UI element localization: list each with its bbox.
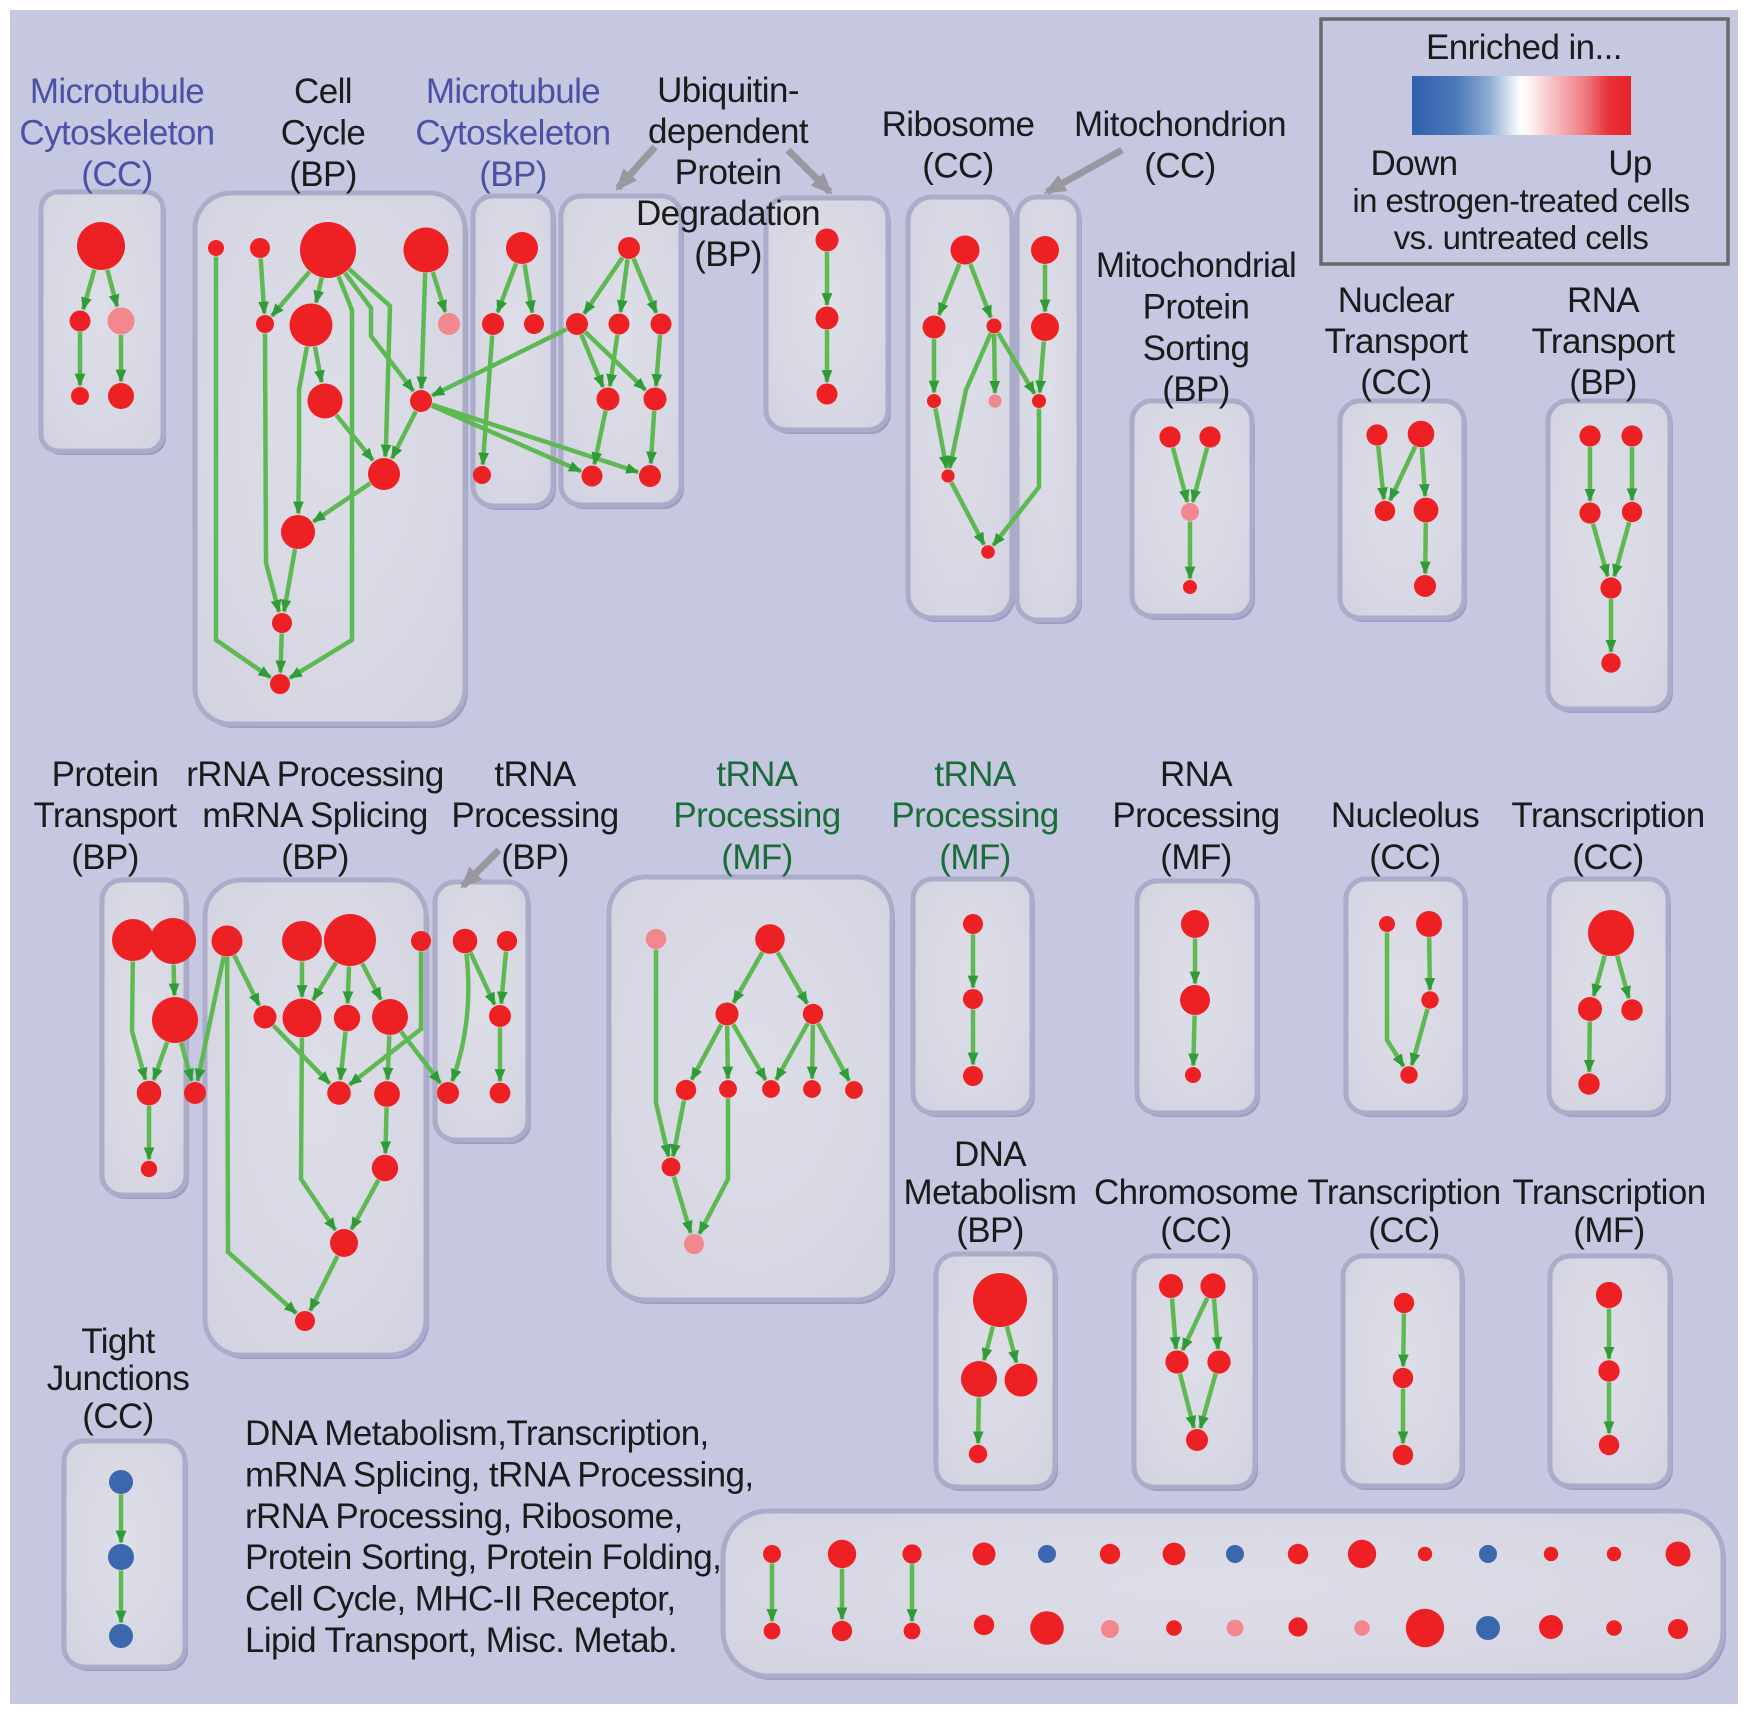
svg-text:DNA Metabolism,Transcription,: DNA Metabolism,Transcription, [245, 1414, 709, 1453]
svg-text:(CC): (CC) [82, 1397, 153, 1436]
svg-text:tRNA: tRNA [934, 755, 1016, 794]
svg-text:Nucleolus: Nucleolus [1331, 796, 1479, 835]
svg-text:RNA: RNA [1160, 755, 1233, 794]
svg-text:Junctions: Junctions [47, 1359, 190, 1398]
svg-text:Transport: Transport [33, 796, 177, 835]
svg-text:Lipid Transport, Misc. Metab.: Lipid Transport, Misc. Metab. [245, 1621, 677, 1660]
svg-text:Chromosome: Chromosome [1094, 1173, 1298, 1212]
svg-text:rRNA Processing: rRNA Processing [186, 755, 443, 794]
svg-text:(CC): (CC) [1369, 838, 1440, 877]
svg-text:(CC): (CC) [1368, 1211, 1439, 1250]
svg-text:Processing: Processing [891, 796, 1058, 835]
svg-text:Protein Sorting, Protein Foldi: Protein Sorting, Protein Folding, [245, 1538, 721, 1577]
svg-text:(MF): (MF) [721, 838, 792, 877]
svg-text:Transport: Transport [1531, 322, 1675, 361]
svg-text:Mitochondrial: Mitochondrial [1096, 246, 1296, 285]
svg-text:Cell Cycle, MHC-II Receptor,: Cell Cycle, MHC-II Receptor, [245, 1580, 676, 1619]
svg-text:vs. untreated cells: vs. untreated cells [1394, 219, 1649, 256]
svg-text:Ribosome: Ribosome [882, 105, 1035, 144]
svg-text:Processing: Processing [673, 796, 840, 835]
svg-text:Processing: Processing [451, 796, 618, 835]
svg-text:(BP): (BP) [1569, 363, 1637, 402]
svg-text:Processing: Processing [1112, 796, 1279, 835]
svg-text:rRNA Processing, Ribosome,: rRNA Processing, Ribosome, [245, 1497, 683, 1536]
svg-text:(BP): (BP) [501, 838, 569, 877]
svg-text:(CC): (CC) [1572, 838, 1643, 877]
svg-text:Transcription: Transcription [1307, 1173, 1500, 1212]
svg-text:Mitochondrion: Mitochondrion [1074, 105, 1286, 144]
svg-text:Microtubule: Microtubule [30, 72, 204, 111]
svg-text:(BP): (BP) [956, 1211, 1024, 1250]
svg-text:(CC): (CC) [922, 147, 993, 186]
svg-text:(CC): (CC) [1160, 1211, 1231, 1250]
svg-text:Enriched in...: Enriched in... [1426, 28, 1622, 67]
svg-text:Transcription: Transcription [1511, 796, 1704, 835]
svg-text:Metabolism: Metabolism [904, 1173, 1077, 1212]
svg-text:(BP): (BP) [1162, 370, 1230, 409]
svg-text:in estrogen-treated cells: in estrogen-treated cells [1352, 182, 1689, 219]
svg-text:tRNA: tRNA [716, 755, 798, 794]
svg-text:Protein: Protein [1143, 288, 1250, 327]
svg-text:Cycle: Cycle [281, 114, 366, 153]
svg-text:Transcription: Transcription [1512, 1173, 1705, 1212]
svg-text:Degradation: Degradation [636, 194, 820, 233]
svg-text:Protein: Protein [675, 153, 782, 192]
svg-text:Tight: Tight [81, 1322, 155, 1361]
svg-text:DNA: DNA [954, 1135, 1027, 1174]
svg-text:(MF): (MF) [939, 838, 1010, 877]
svg-text:(BP): (BP) [694, 235, 762, 274]
svg-text:dependent: dependent [648, 112, 809, 151]
svg-text:Cytoskeleton: Cytoskeleton [415, 114, 610, 153]
svg-text:mRNA Splicing: mRNA Splicing [202, 796, 428, 835]
svg-text:(BP): (BP) [289, 155, 357, 194]
svg-text:Transport: Transport [1324, 322, 1468, 361]
svg-text:Protein: Protein [52, 755, 159, 794]
svg-text:Cell: Cell [294, 72, 352, 111]
svg-text:(CC): (CC) [1360, 363, 1431, 402]
svg-text:(MF): (MF) [1160, 838, 1231, 877]
svg-text:tRNA: tRNA [494, 755, 576, 794]
svg-text:(BP): (BP) [281, 838, 349, 877]
svg-text:(CC): (CC) [81, 155, 152, 194]
svg-text:RNA: RNA [1567, 281, 1640, 320]
svg-text:Microtubule: Microtubule [426, 72, 600, 111]
svg-text:(BP): (BP) [479, 155, 547, 194]
svg-text:Nuclear: Nuclear [1338, 281, 1455, 320]
svg-text:Sorting: Sorting [1143, 329, 1250, 368]
svg-text:mRNA Splicing, tRNA Processing: mRNA Splicing, tRNA Processing, [245, 1455, 754, 1494]
svg-text:(BP): (BP) [71, 838, 139, 877]
svg-text:(MF): (MF) [1573, 1211, 1644, 1250]
svg-text:Down: Down [1370, 144, 1457, 183]
svg-text:Up: Up [1608, 144, 1652, 183]
svg-text:(CC): (CC) [1144, 147, 1215, 186]
svg-text:Cytoskeleton: Cytoskeleton [19, 114, 214, 153]
svg-text:Ubiquitin-: Ubiquitin- [657, 71, 799, 110]
